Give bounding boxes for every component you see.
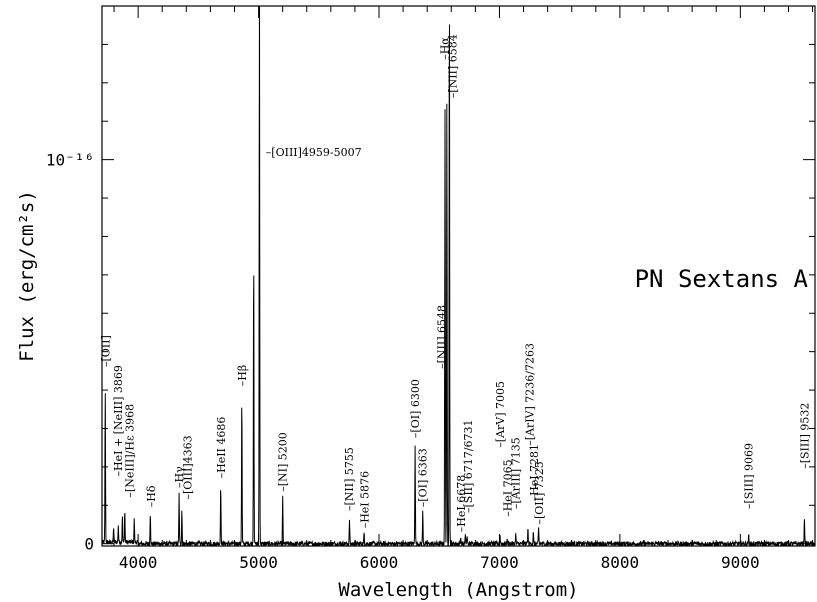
line-label-group: –[SIII] 9069	[743, 443, 756, 509]
x-tick-label: 9000	[721, 553, 760, 572]
emission-line-label: –[NII] 6584	[447, 34, 460, 98]
emission-line-label: –HeI 5876	[359, 471, 372, 528]
x-tick-label: 8000	[601, 553, 640, 572]
emission-line-label: –Hδ	[145, 485, 158, 507]
x-tick-label: 5000	[239, 553, 278, 572]
line-label-group: –[OIII]4363	[182, 435, 195, 499]
emission-line-labels: –[OII]–HeI + [NeIII] 3869–[NeIII]/Hε 396…	[99, 34, 811, 532]
y-tick-label: 10⁻¹⁶	[46, 151, 94, 170]
line-label-group: –[NII] 5755	[343, 447, 356, 511]
emission-line-label: –Hγ	[173, 466, 186, 488]
line-label-group: –[SII] 6717/6731	[462, 420, 475, 514]
line-label-group: –[SIII] 9532	[798, 403, 811, 469]
line-label-group: –[ArV] 7005	[494, 381, 507, 448]
line-label-group: –[ArIII] 7135	[510, 437, 523, 509]
line-label-group: –[NI] 5200	[277, 432, 290, 492]
emission-line-label: –[SIII] 9069	[743, 443, 756, 509]
line-label-group: –[ArIV] 7236/7263	[524, 343, 537, 446]
line-label-group: –[OI] 6363	[417, 448, 430, 507]
line-label-group: –[NII] 6548	[436, 305, 449, 369]
emission-line-label: –[NeIII]/Hε 3968	[124, 404, 137, 498]
emission-line-label: –[SIII] 9532	[798, 403, 811, 469]
x-tick-label: 4000	[119, 553, 158, 572]
line-label-group: –[OII]	[99, 335, 112, 367]
emission-line-label: –[OII]	[99, 335, 112, 367]
line-label-group: –Hδ	[145, 485, 158, 507]
line-label-group: –Hα	[439, 37, 452, 60]
line-label-group: –[OI] 6300	[409, 379, 422, 438]
line-label-group: –HeII 4686	[215, 417, 228, 479]
object-annotation: PN Sextans A	[635, 265, 809, 293]
emission-line-label: –[NI] 5200	[277, 432, 290, 492]
emission-line-label: –[ArV] 7005	[494, 381, 507, 448]
emission-line-label: –HeII 4686	[215, 417, 228, 479]
emission-line-label: –[OI] 6363	[417, 448, 430, 507]
y-axis-ticks: 0 10⁻¹⁶	[46, 43, 815, 554]
plot-area-border	[101, 5, 816, 547]
emission-line-label: –[OII] 7325	[533, 461, 546, 524]
line-label-group: –HeI + [NeIII] 3869	[112, 365, 125, 476]
emission-line-label: –[ArIII] 7135	[510, 437, 523, 509]
emission-line-label: –[NII] 6548	[436, 305, 449, 369]
line-label-group: –[NII] 6584	[447, 34, 460, 98]
emission-line-label: –[ArIV] 7236/7263	[524, 343, 537, 446]
emission-line-label: –Hβ	[236, 365, 249, 386]
line-label-group: –[OIII]4959-5007	[266, 146, 362, 159]
x-axis-title: Wavelength (Angstrom)	[338, 579, 578, 601]
emission-line-label: –[OIII]4959-5007	[266, 146, 362, 159]
line-label-group: –[OII] 7325	[533, 461, 546, 524]
emission-line-label: –HeI 7065	[501, 459, 514, 516]
y-tick-label: 0	[84, 535, 94, 554]
spectrum-series	[102, 6, 815, 546]
emission-line-label: –HeI 7281	[528, 444, 541, 501]
plot-frame	[101, 5, 816, 547]
line-label-group: –HeI 5876	[359, 471, 372, 528]
emission-line-label: –[SII] 6717/6731	[462, 420, 475, 514]
line-label-group: –Hβ	[236, 365, 249, 386]
emission-line-label: –[OI] 6300	[409, 379, 422, 438]
x-tick-label: 6000	[360, 553, 399, 572]
emission-line-label: –[NII] 5755	[343, 447, 356, 511]
line-label-group: –HeI 6678	[455, 475, 468, 532]
emission-line-label: –HeI 6678	[455, 475, 468, 532]
line-label-group: –HeI 7281	[528, 444, 541, 501]
line-label-group: –Hγ	[173, 466, 186, 488]
y-axis-title: Flux (erg/cm²s)	[16, 190, 38, 362]
line-label-group: –HeI 7065	[501, 459, 514, 516]
emission-line-label: –Hα	[439, 37, 452, 60]
x-axis-ticks: 4000 5000 6000 7000 8000 9000	[113, 6, 814, 572]
emission-line-label: –HeI + [NeIII] 3869	[112, 365, 125, 476]
line-label-group: –[NeIII]/Hε 3968	[124, 404, 137, 498]
spectrum-line	[102, 6, 815, 546]
x-tick-label: 7000	[480, 553, 519, 572]
emission-line-label: –[OIII]4363	[182, 435, 195, 499]
